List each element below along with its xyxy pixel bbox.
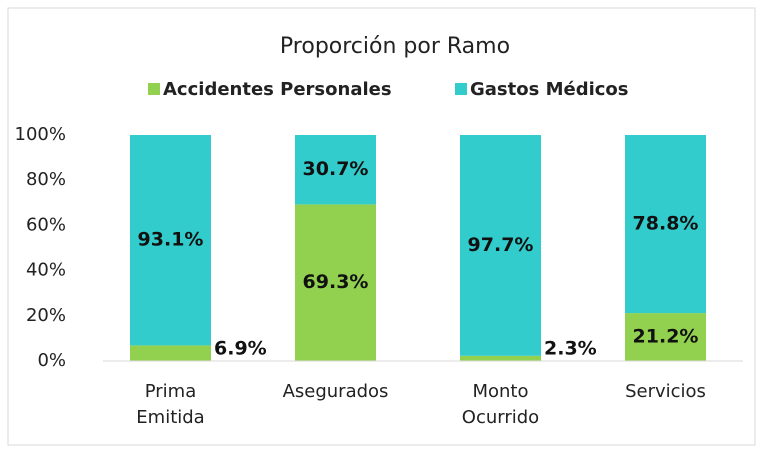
data-label: 30.7% — [303, 158, 369, 180]
chart-title: Proporción por Ramo — [280, 34, 510, 59]
bar-segment — [625, 313, 706, 361]
y-tick-label: 100% — [15, 124, 66, 145]
bar-segment — [460, 135, 541, 356]
bar-segment — [460, 355, 541, 361]
x-tick-label: Monto Ocurrido — [462, 381, 539, 428]
y-tick-label: 0% — [37, 350, 66, 371]
bar-segment — [295, 204, 376, 361]
data-label: 2.3% — [544, 338, 597, 360]
legend-label: Gastos Médicos — [470, 79, 629, 100]
x-tick-label: Prima Emitida — [136, 381, 204, 428]
bar-segment — [130, 135, 211, 346]
data-label: 97.7% — [468, 234, 534, 256]
data-label: 21.2% — [633, 326, 699, 348]
y-tick-label: 40% — [26, 260, 66, 281]
y-tick-label: 80% — [26, 169, 66, 190]
y-tick-label: 60% — [26, 214, 66, 235]
bar-segment — [130, 345, 211, 361]
data-label: 93.1% — [138, 229, 204, 251]
y-tick-label: 20% — [26, 305, 66, 326]
data-label: 69.3% — [303, 271, 369, 293]
data-label: 78.8% — [633, 213, 699, 235]
legend-label: Accidentes Personales — [163, 79, 392, 100]
bar-segment — [625, 135, 706, 314]
x-tick-label: Servicios — [625, 381, 706, 402]
legend-swatch — [148, 83, 160, 95]
x-tick-label: Asegurados — [283, 381, 389, 402]
data-label: 6.9% — [214, 338, 267, 360]
bar-segment — [295, 135, 376, 205]
legend-swatch — [455, 83, 467, 95]
